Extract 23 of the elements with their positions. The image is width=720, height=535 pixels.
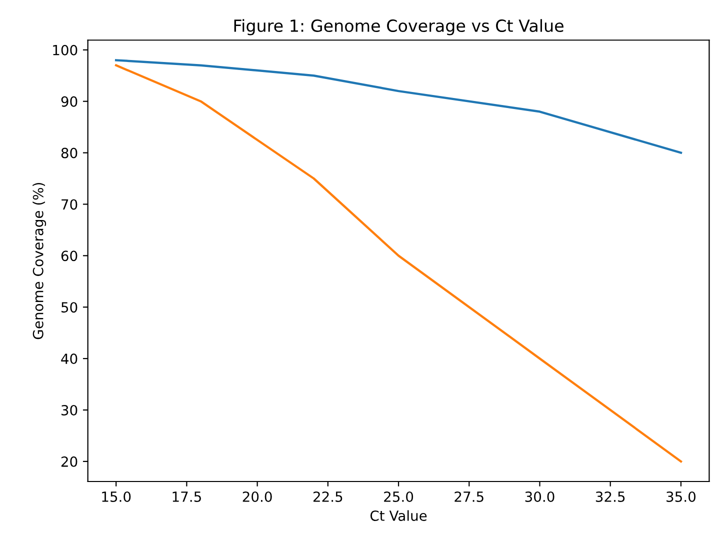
y-tick-label: 70: [62, 199, 78, 210]
y-tick-label: 40: [61, 354, 78, 364]
line-series: [114, 59, 682, 154]
x-tick-label: 22.5: [313, 491, 342, 502]
x-tick-label: 25.0: [384, 491, 414, 502]
x-axis-title: Ct Value: [370, 510, 427, 521]
y-tick-label: 20: [61, 456, 78, 467]
y-tick-label: 30: [62, 404, 78, 416]
y-tick-label: 100: [53, 44, 78, 56]
x-tick-label: 32.5: [596, 491, 625, 502]
x-tick-label: 20.0: [242, 491, 272, 502]
x-tick-label: 30.0: [525, 491, 554, 502]
y-tick-label: 50: [62, 302, 78, 313]
x-tick-label: 27.5: [454, 491, 484, 502]
y-axis-title: Genome Coverage (%): [32, 182, 46, 340]
chart-title: Figure 1: Genome Coverage vs Ct Value: [234, 19, 564, 36]
y-tick-label: 90: [61, 96, 78, 107]
x-tick-label: 35.0: [666, 491, 696, 502]
x-tick-label: 15.0: [102, 491, 131, 502]
y-tick-label: 60: [61, 250, 78, 262]
line-series: [114, 64, 682, 463]
x-tick-label: 17.5: [172, 492, 201, 502]
y-tick-label: 80: [61, 148, 78, 158]
